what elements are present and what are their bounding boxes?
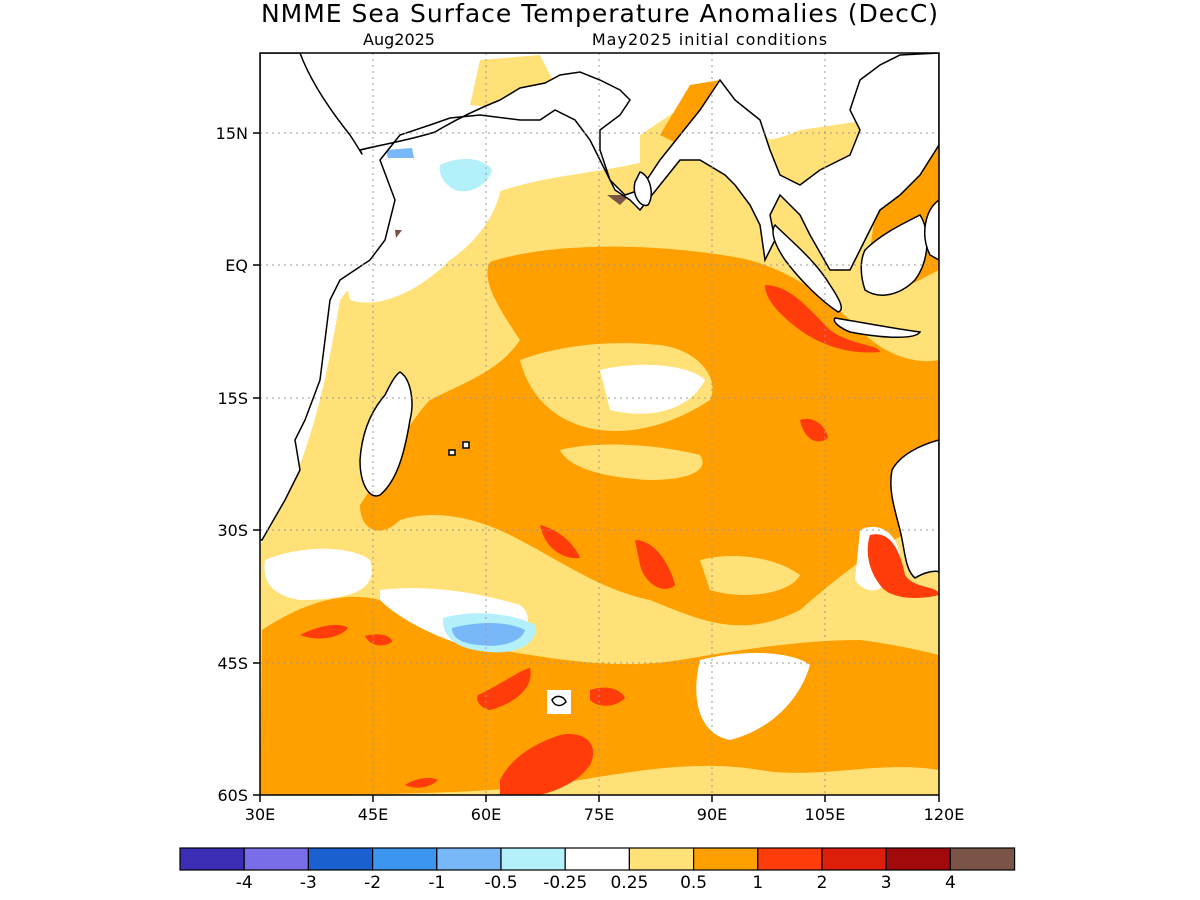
colorbar-swatch bbox=[243, 847, 309, 871]
target-month-label: Aug2025 bbox=[363, 30, 435, 49]
colorbar-label: 1 bbox=[752, 873, 763, 893]
lat-label-15n: 15N bbox=[216, 124, 248, 143]
lon-label-30e: 30E bbox=[245, 805, 275, 824]
warm-core-central-1 bbox=[800, 418, 828, 442]
lat-label-eq: EQ bbox=[225, 256, 248, 275]
colorbar-label: -1 bbox=[428, 873, 445, 893]
sulawesi bbox=[924, 199, 939, 261]
colorbar-swatches bbox=[179, 847, 1016, 871]
initial-conditions-label: May2025 initial conditions bbox=[592, 30, 828, 49]
lon-label-120e: 120E bbox=[924, 805, 965, 824]
colorbar-swatch bbox=[179, 847, 245, 871]
colorbar-label: -0.5 bbox=[484, 873, 517, 893]
madagascar bbox=[359, 371, 413, 497]
borneo bbox=[860, 214, 928, 296]
colorbar-swatch bbox=[757, 847, 823, 871]
longitude-axis bbox=[259, 795, 940, 802]
lon-label-60e: 60E bbox=[471, 805, 501, 824]
warm-core-central-2 bbox=[540, 525, 580, 559]
colorbar-label: 0.25 bbox=[610, 873, 648, 893]
lon-label-90e: 90E bbox=[697, 805, 727, 824]
lon-label-105e: 105E bbox=[805, 805, 846, 824]
colorbar-label: 4 bbox=[945, 873, 956, 893]
cool-patch-gulf-of-aden bbox=[386, 148, 414, 158]
warm-core-central-3 bbox=[635, 540, 675, 589]
lon-label-45e: 45E bbox=[358, 805, 388, 824]
africa-arabia bbox=[260, 53, 939, 541]
lat-label-45s: 45S bbox=[217, 654, 248, 673]
colorbar-label: -0.25 bbox=[543, 873, 587, 893]
sumatra bbox=[772, 223, 842, 313]
colorbar-label: -2 bbox=[364, 873, 381, 893]
colorbar-swatch bbox=[500, 847, 566, 871]
colorbar-labels: -4 -3 -2 -1 -0.5 -0.25 0.25 0.5 1 2 3 4 bbox=[236, 873, 956, 893]
colorbar-swatch bbox=[949, 847, 1016, 871]
land-masses bbox=[260, 53, 939, 706]
colorbar: -4 -3 -2 -1 -0.5 -0.25 0.25 0.5 1 2 3 4 bbox=[179, 847, 1016, 893]
graticule bbox=[260, 53, 939, 795]
colorbar-label: 0.5 bbox=[680, 873, 707, 893]
map-title: NMME Sea Surface Temperature Anomalies (… bbox=[261, 0, 939, 28]
lat-label-15s: 15S bbox=[217, 389, 248, 408]
colorbar-label: 3 bbox=[881, 873, 892, 893]
colorbar-swatch bbox=[307, 847, 374, 871]
contour-level-negative bbox=[386, 148, 536, 653]
warm-core-sumatra bbox=[765, 285, 880, 353]
colorbar-label: -3 bbox=[300, 873, 317, 893]
colorbar-label: 2 bbox=[817, 873, 828, 893]
colorbar-swatch bbox=[885, 847, 952, 871]
colorbar-swatch bbox=[564, 847, 631, 871]
warm-core-west-australia bbox=[867, 534, 939, 598]
warm-core-south-4 bbox=[405, 777, 438, 788]
kerguelen-outline bbox=[551, 695, 567, 707]
lat-label-60s: 60S bbox=[217, 786, 248, 805]
colorbar-swatch bbox=[821, 847, 887, 871]
sri-lanka bbox=[633, 171, 652, 207]
warm-core-south-3 bbox=[500, 734, 594, 795]
colorbar-swatch bbox=[692, 847, 759, 871]
warm-core-south-west-1 bbox=[300, 624, 348, 639]
lat-label-30s: 30S bbox=[217, 521, 248, 540]
cool-region-inner bbox=[452, 623, 525, 646]
cool-patch-arabian-sea bbox=[439, 158, 492, 192]
colorbar-swatch bbox=[436, 847, 502, 871]
lon-label-75e: 75E bbox=[584, 805, 614, 824]
latitude-axis bbox=[253, 132, 260, 796]
colorbar-swatch bbox=[372, 847, 438, 871]
warm-core-south-west-2 bbox=[365, 634, 392, 646]
java bbox=[833, 317, 922, 339]
contour-level-1 bbox=[300, 285, 939, 795]
colorbar-swatch bbox=[628, 847, 695, 871]
warm-core-south-1 bbox=[477, 668, 531, 710]
australia bbox=[890, 439, 939, 579]
colorbar-label: -4 bbox=[236, 873, 253, 893]
mauritius-reunion bbox=[448, 441, 470, 456]
